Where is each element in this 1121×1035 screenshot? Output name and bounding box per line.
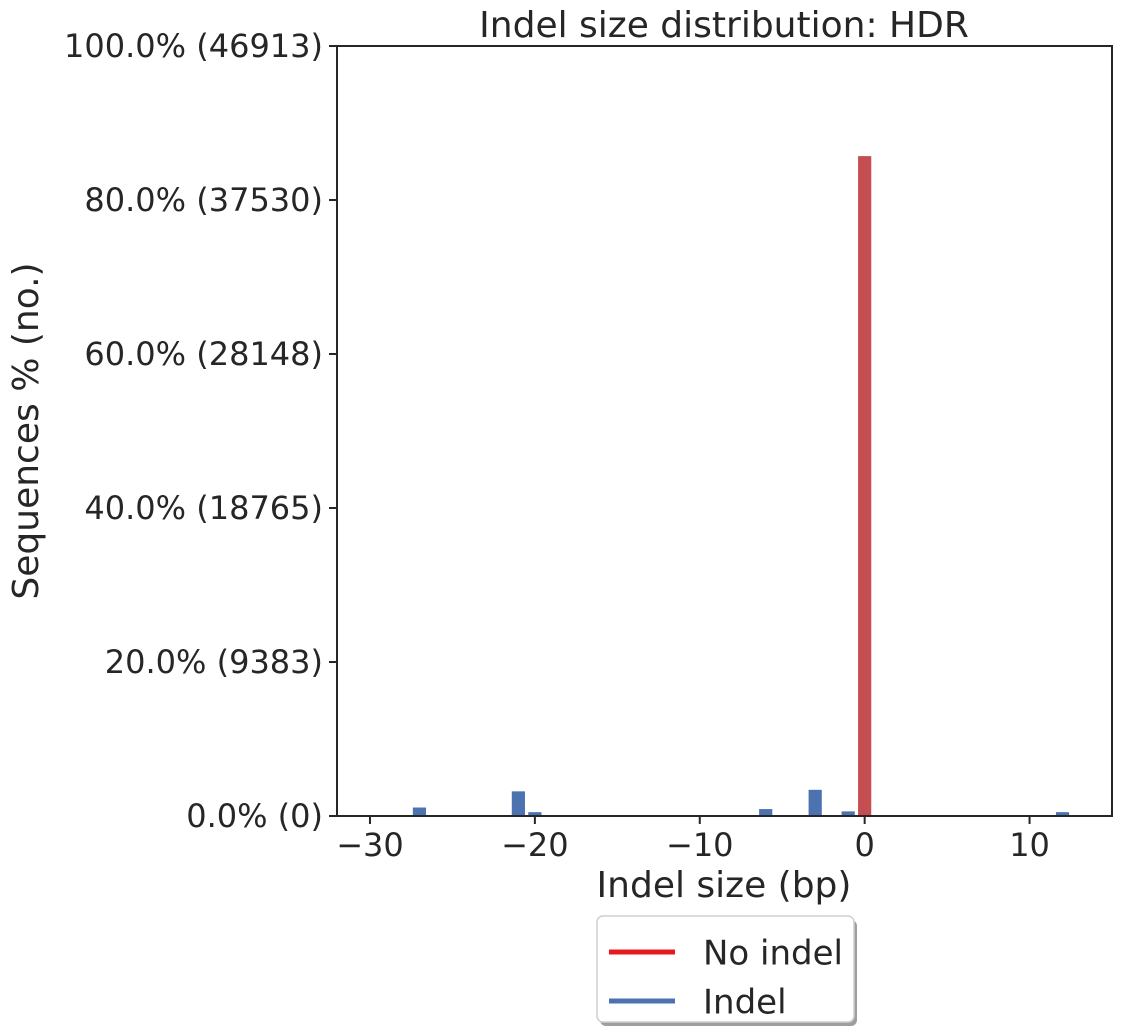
bar-indel-2 bbox=[528, 812, 542, 816]
x-tick-label: 10 bbox=[1009, 826, 1050, 864]
bar-indel-4 bbox=[808, 789, 822, 816]
plot-frame bbox=[336, 45, 1113, 817]
legend-label-no-indel: No indel bbox=[703, 934, 843, 974]
y-axis: 0.0% (0) 20.0% (9383) 40.0% (18765) 60.0% (… bbox=[64, 27, 337, 835]
y-tick-label: 80.0% (37530) bbox=[84, 181, 323, 219]
y-tick-label: 60.0% (28148) bbox=[84, 335, 323, 373]
bars-layer bbox=[412, 156, 1070, 817]
legend: No indel Indel bbox=[596, 915, 857, 1026]
x-tick-label: −30 bbox=[336, 826, 404, 864]
x-tick-label: −20 bbox=[501, 826, 569, 864]
bar-indel-5 bbox=[841, 811, 855, 816]
legend-label-indel: Indel bbox=[703, 983, 787, 1023]
y-tick-label: 0.0% (0) bbox=[186, 797, 323, 835]
bar-indel-0 bbox=[412, 807, 427, 816]
bar-no-indel-0 bbox=[858, 156, 872, 817]
chart-title: Indel size distribution: HDR bbox=[479, 5, 969, 46]
x-axis-title: Indel size (bp) bbox=[597, 865, 852, 906]
x-tick-label: −10 bbox=[666, 826, 734, 864]
y-tick-label: 40.0% (18765) bbox=[84, 489, 323, 527]
y-tick-label: 100.0% (46913) bbox=[64, 27, 323, 65]
bar-indel-6 bbox=[1055, 812, 1070, 816]
y-tick-label: 20.0% (9383) bbox=[105, 643, 323, 681]
x-tick-label: 0 bbox=[854, 826, 874, 864]
legend-box bbox=[596, 915, 855, 1023]
x-axis: −30 −20 −10 0 10 bbox=[336, 816, 1050, 864]
y-axis-title: Sequences % (no.) bbox=[6, 262, 47, 599]
bar-indel-3 bbox=[759, 809, 773, 816]
bar-indel-1 bbox=[511, 791, 525, 816]
